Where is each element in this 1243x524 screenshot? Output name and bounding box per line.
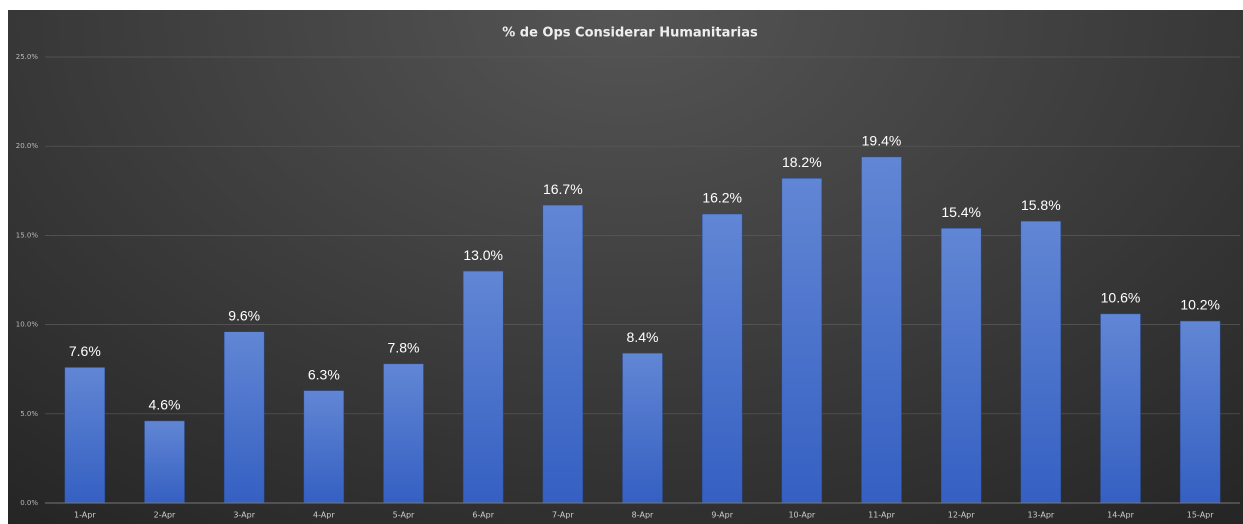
data-label: 6.3% [308, 366, 340, 382]
bar [1100, 313, 1141, 504]
x-tick-label: 10-Apr [788, 511, 815, 520]
bar [223, 331, 265, 504]
bar [781, 178, 823, 504]
bar [861, 156, 902, 504]
bar [303, 390, 345, 504]
chart-title: % de Ops Considerar Humanitarias [502, 26, 758, 41]
data-label: 10.6% [1101, 290, 1141, 306]
x-tick-label: 3-Apr [233, 511, 255, 520]
bar [462, 270, 504, 504]
data-label: 9.6% [228, 307, 260, 323]
data-label: 15.4% [941, 204, 981, 220]
data-label: 4.6% [149, 397, 181, 413]
x-tick-label: 1-Apr [74, 511, 96, 520]
x-tick-label: 14-Apr [1107, 511, 1134, 520]
bar [1179, 320, 1221, 504]
data-label: 15.8% [1021, 197, 1061, 213]
y-tick-label: 25.0% [16, 53, 39, 61]
x-tick-label: 15-Apr [1187, 511, 1214, 520]
x-tick-label: 6-Apr [472, 511, 494, 520]
data-label: 13.0% [463, 247, 503, 263]
y-tick-label: 20.0% [16, 142, 39, 150]
data-label: 7.6% [69, 343, 101, 359]
x-tick-label: 7-Apr [552, 511, 574, 520]
bar [542, 204, 584, 504]
y-tick-label: 0.0% [20, 499, 38, 507]
y-tick-label: 15.0% [16, 231, 39, 239]
data-label: 18.2% [782, 154, 822, 170]
x-tick-label: 2-Apr [154, 511, 176, 520]
x-tick-label: 9-Apr [711, 511, 733, 520]
x-tick-label: 8-Apr [632, 511, 654, 520]
x-tick-label: 12-Apr [948, 511, 975, 520]
y-tick-label: 10.0% [16, 321, 39, 329]
x-tick-label: 11-Apr [868, 511, 895, 520]
bar [144, 420, 185, 504]
x-tick-label: 13-Apr [1027, 511, 1054, 520]
bar [64, 367, 106, 504]
data-label: 16.7% [543, 181, 583, 197]
data-label: 8.4% [627, 329, 659, 345]
bar [1020, 220, 1062, 504]
data-label: 7.8% [388, 340, 420, 356]
data-label: 10.2% [1180, 297, 1220, 313]
data-label: 19.4% [862, 133, 902, 149]
data-label: 16.2% [702, 190, 742, 206]
bar [622, 352, 663, 504]
y-tick-label: 5.0% [20, 410, 38, 418]
x-tick-label: 5-Apr [393, 511, 415, 520]
bar [383, 363, 424, 504]
x-tick-label: 4-Apr [313, 511, 335, 520]
bar [701, 213, 743, 504]
bar [940, 228, 982, 504]
